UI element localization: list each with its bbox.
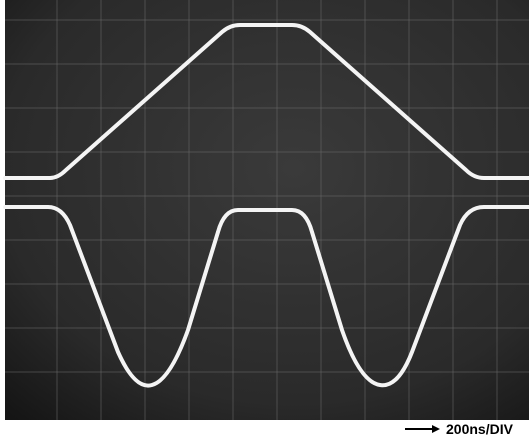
timebase-caption: 200ns/DIV: [446, 421, 514, 437]
graticule: [5, 0, 529, 420]
timebase-indicator: 200ns/DIV: [405, 421, 514, 437]
arrow-head: [432, 425, 440, 433]
bottom-trace: [3, 205, 529, 388]
top-trace: [3, 23, 529, 180]
